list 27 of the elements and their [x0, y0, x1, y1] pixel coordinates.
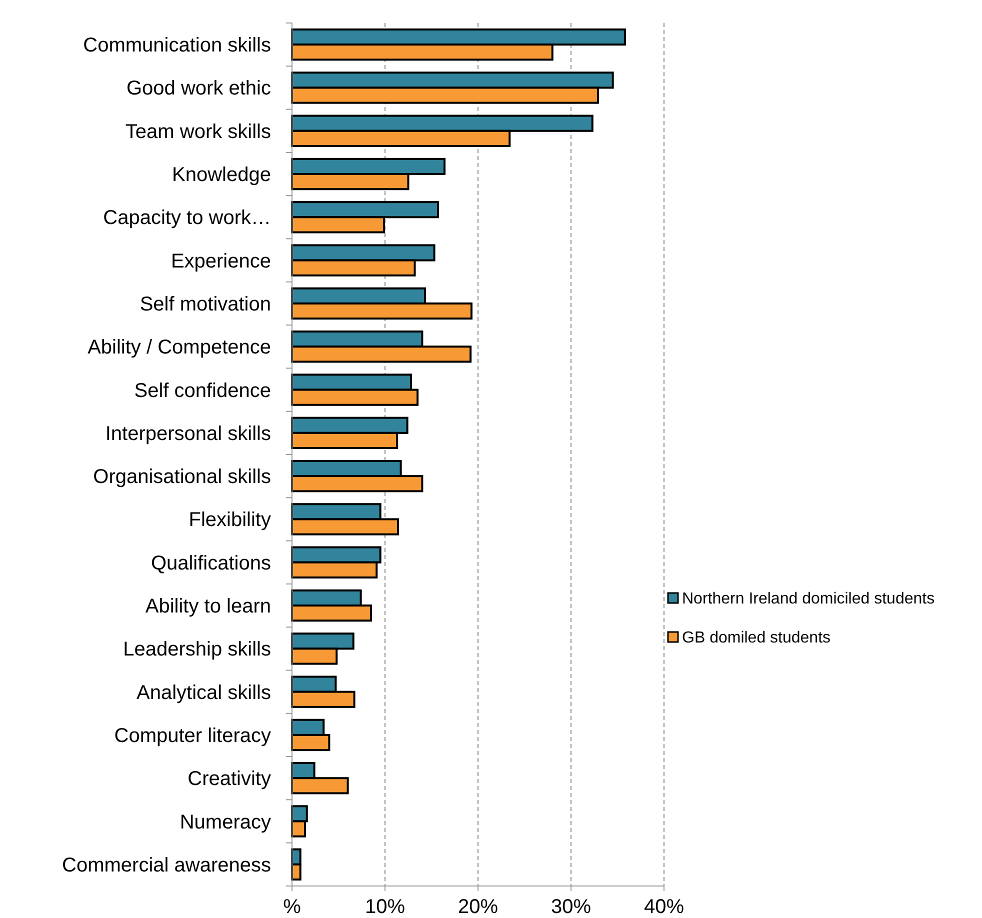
y-tick-label: Good work ethic	[126, 78, 271, 100]
y-tick-label: Numeracy	[180, 811, 271, 834]
legend-label: Northern Ireland domiciled students	[682, 590, 935, 608]
y-tick-label: Computer literacy	[114, 724, 271, 747]
y-tick-label: Qualifications	[150, 552, 271, 574]
x-tick-label: %	[283, 896, 302, 918]
x-tick-label: 30%	[550, 896, 592, 918]
y-tick-label: Leadership skills	[123, 638, 271, 661]
y-tick-label: Self confidence	[134, 380, 271, 402]
y-tick-label: Ability to learn	[145, 596, 271, 618]
y-tick-label: Communication skills	[83, 34, 271, 57]
y-tick-label: Flexibility	[188, 509, 271, 532]
y-tick-label: Team work skills	[125, 120, 271, 143]
y-tick-label: Ability / Competence	[88, 336, 271, 359]
x-tick-label: 20%	[458, 896, 498, 918]
x-tick-label: 10%	[364, 896, 406, 918]
y-tick-label: Organisational skills	[93, 466, 271, 488]
y-tick-label: Creativity	[188, 768, 271, 790]
y-tick-label: Capacity to work…	[103, 207, 271, 230]
y-tick-label: Interpersonal skills	[105, 422, 271, 445]
legend-label: GB domiled students	[682, 630, 831, 647]
y-tick-label: Self motivation	[140, 293, 271, 316]
x-tick-label: 40%	[644, 896, 684, 918]
y-tick-label: Commercial awareness	[62, 854, 271, 876]
y-tick-label: Experience	[170, 250, 271, 272]
y-tick-label: Analytical skills	[136, 682, 271, 704]
y-tick-label: Knowledge	[172, 164, 271, 186]
